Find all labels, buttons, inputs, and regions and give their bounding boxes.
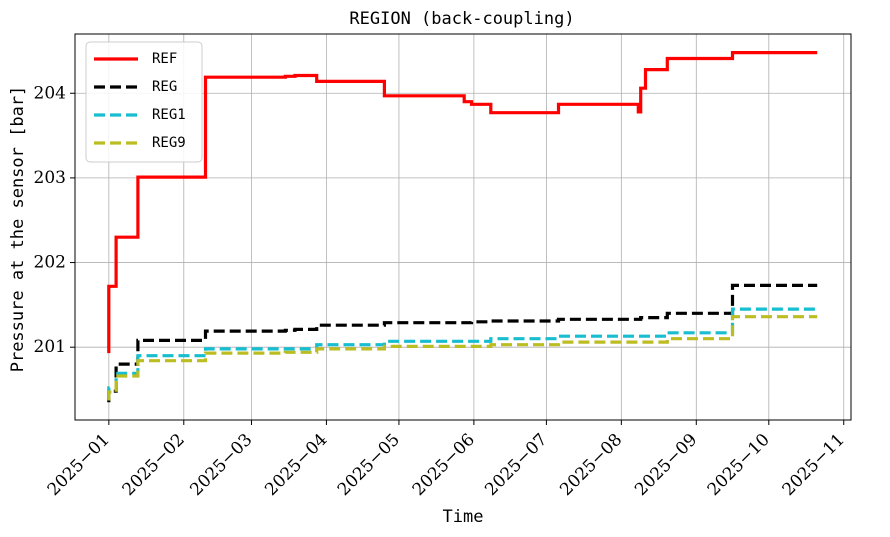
series-line-reg9 [107,315,818,401]
plot-frame [74,33,852,421]
grid [75,34,851,420]
chart-title: REGION (back-coupling) [349,9,574,29]
x-axis-label: Time [443,507,484,527]
legend-box [85,41,203,163]
legend: REF REG REG1 REG9 [85,41,203,163]
y-axis: 201 202 203 204 [34,83,75,357]
legend-label-reg: REG [152,79,177,95]
plot-series [107,51,818,403]
y-tick-label: 204 [34,83,66,103]
legend-label-reg1: REG1 [152,107,186,123]
y-tick-label: 202 [34,253,66,273]
y-tick-label: 201 [34,337,66,357]
series-line-reg1 [107,307,818,398]
series-line-reg [107,283,818,403]
legend-label-ref: REF [152,51,177,67]
series-line-ref [107,51,818,354]
y-axis-label: Pressure at the sensor [bar] [8,86,28,373]
legend-label-reg9: REG9 [152,135,186,151]
y-tick-label: 203 [34,168,66,188]
